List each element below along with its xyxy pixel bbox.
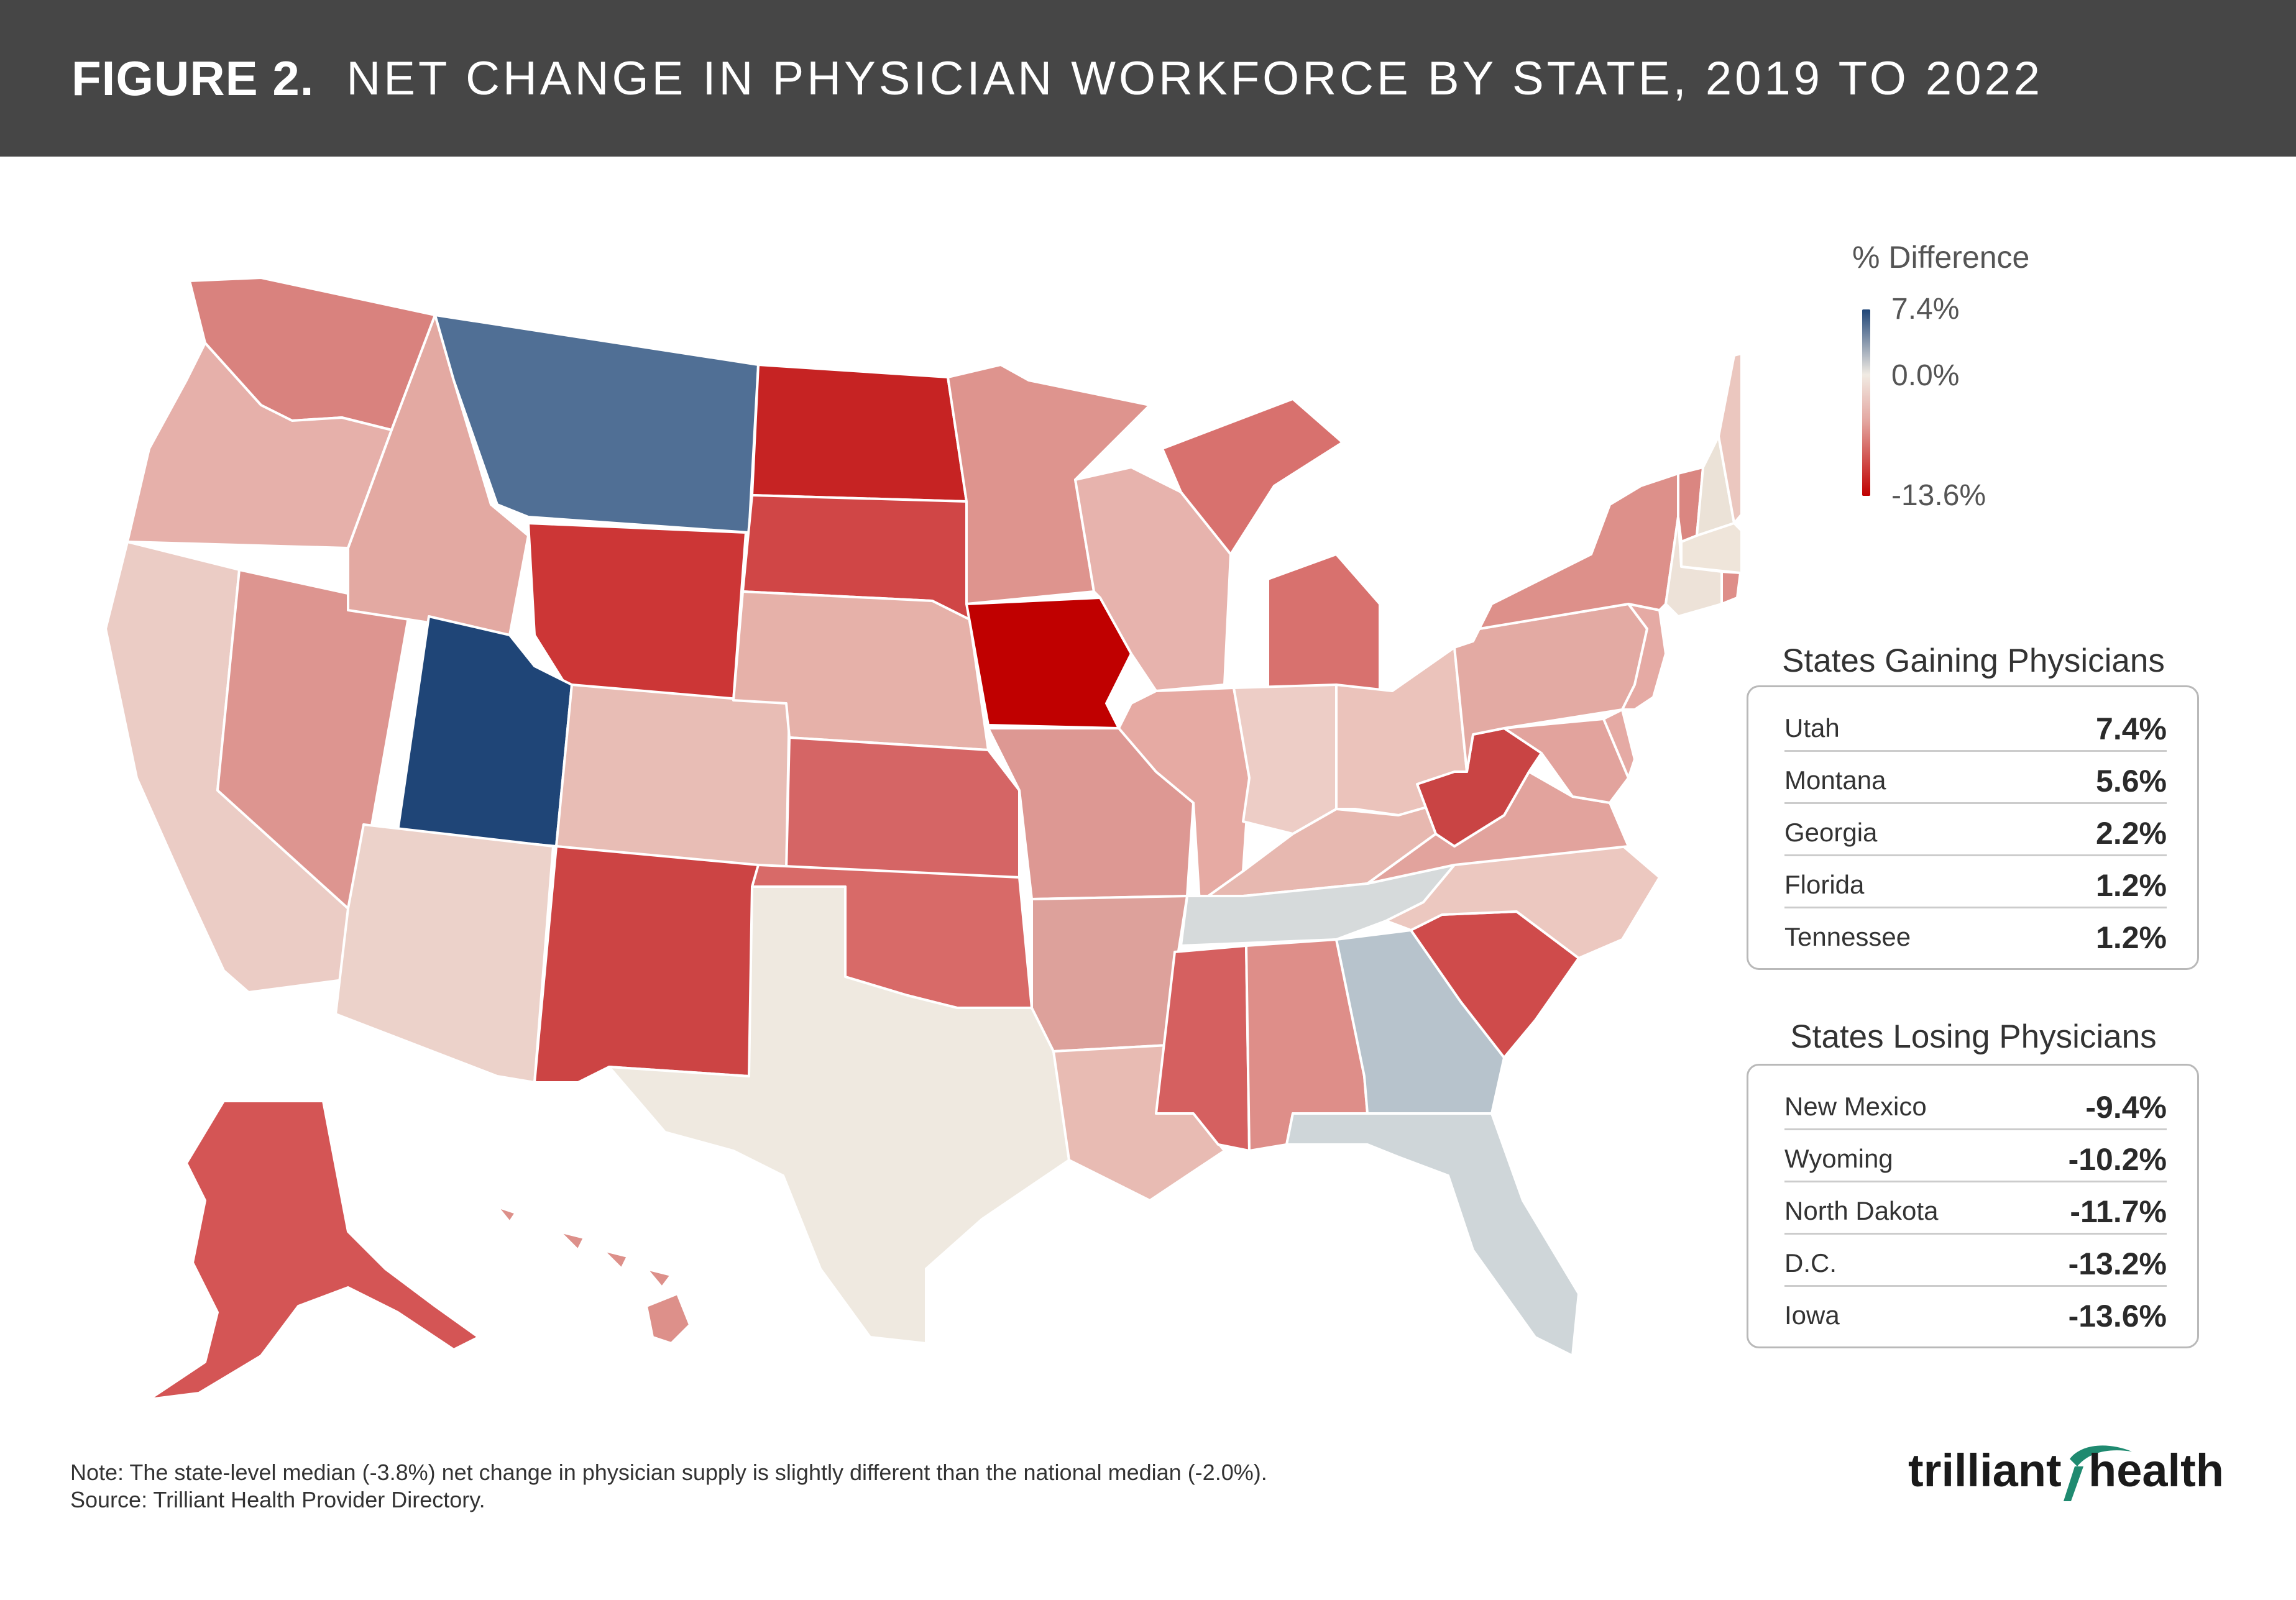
logo-text-left: trilliant: [1908, 1445, 2062, 1496]
state-new-mexico[interactable]: [533, 845, 760, 1084]
state-new-york[interactable]: [1478, 472, 1679, 630]
state-alaska[interactable]: [148, 1100, 480, 1399]
logo-stem-icon: [2064, 1466, 2083, 1501]
footnote-note: Note: The state-level median (-3.8%) net…: [70, 1460, 1267, 1485]
state-arizona[interactable]: [334, 823, 554, 1084]
losing-panel-title: States Losing Physicians: [1790, 1018, 2157, 1055]
table-row: Utah 7.4%: [1784, 700, 2167, 752]
table-row: D.C. -13.2%: [1784, 1235, 2167, 1287]
state-value: 2.2%: [2096, 816, 2167, 851]
state-name: D.C.: [1784, 1248, 1837, 1278]
footnote-source: Source: Trilliant Health Provider Direct…: [70, 1487, 485, 1512]
state-value: 1.2%: [2096, 920, 2167, 955]
us-state-map: [104, 277, 1740, 1399]
table-row: Tennessee 1.2%: [1784, 908, 2167, 961]
state-name: Iowa: [1784, 1301, 1840, 1330]
state-value: 5.6%: [2096, 764, 2167, 798]
state-wisconsin[interactable]: [1074, 466, 1232, 692]
table-row: Georgia 2.2%: [1784, 804, 2167, 856]
table-row: Florida 1.2%: [1784, 856, 2167, 908]
logo-text-right: health: [2088, 1445, 2224, 1496]
state-name: Wyoming: [1784, 1144, 1893, 1173]
state-arkansas[interactable]: [1031, 895, 1188, 1053]
state-name: Florida: [1784, 870, 1865, 899]
table-row: New Mexico -9.4%: [1784, 1078, 2167, 1130]
state-value: 1.2%: [2096, 868, 2167, 903]
state-new-jersey[interactable]: [1621, 603, 1667, 711]
figure-label: FIGURE 2.: [71, 50, 315, 106]
legend-max-label: 7.4%: [1891, 293, 1960, 326]
state-value: -10.2%: [2068, 1142, 2167, 1177]
state-name: New Mexico: [1784, 1092, 1927, 1121]
state-rhode-island[interactable]: [1720, 570, 1740, 605]
state-north-dakota[interactable]: [751, 363, 968, 503]
state-name: Tennessee: [1784, 922, 1911, 951]
gaining-panel: Utah 7.4% Montana 5.6% Georgia 2.2% Flor…: [1747, 685, 2199, 970]
state-value: -11.7%: [2070, 1194, 2167, 1229]
gaining-panel-title: States Gaining Physicians: [1782, 642, 2165, 679]
state-name: Montana: [1784, 766, 1886, 795]
logo-swoosh-icon: [2070, 1445, 2132, 1466]
table-row: Iowa -13.6%: [1784, 1287, 2167, 1339]
state-shapes: [104, 277, 1740, 1399]
state-value: -9.4%: [2085, 1090, 2167, 1125]
state-iowa[interactable]: [965, 597, 1132, 729]
table-row: North Dakota -11.7%: [1784, 1182, 2167, 1235]
state-florida[interactable]: [1285, 1112, 1580, 1357]
state-name: North Dakota: [1784, 1196, 1939, 1225]
state-texas[interactable]: [608, 885, 1070, 1345]
state-name: Georgia: [1784, 818, 1878, 847]
figure-title: NET CHANGE IN PHYSICIAN WORKFORCE BY STA…: [346, 52, 2043, 105]
legend-title: % Difference: [1852, 240, 2030, 275]
state-kansas[interactable]: [785, 736, 1021, 879]
trilliant-health-logo: trilliant health: [1908, 1445, 2224, 1501]
state-name: Utah: [1784, 713, 1840, 743]
table-row: Montana 5.6%: [1784, 752, 2167, 804]
state-hawaii[interactable]: [496, 1205, 691, 1345]
legend-mid-label: 0.0%: [1891, 359, 1960, 392]
state-value: -13.6%: [2068, 1299, 2167, 1333]
legend-color-scale: [1862, 309, 1870, 496]
losing-panel: New Mexico -9.4% Wyoming -10.2% North Da…: [1747, 1064, 2199, 1348]
state-colorado[interactable]: [555, 683, 791, 872]
figure-header: FIGURE 2. NET CHANGE IN PHYSICIAN WORKFO…: [0, 0, 2296, 157]
state-wyoming[interactable]: [527, 522, 747, 702]
state-value: -13.2%: [2068, 1246, 2167, 1281]
state-delaware[interactable]: [1602, 708, 1636, 779]
state-oregon[interactable]: [126, 342, 393, 549]
legend-min-label: -13.6%: [1891, 479, 1986, 512]
table-row: Wyoming -10.2%: [1784, 1130, 2167, 1182]
state-north-carolina[interactable]: [1385, 839, 1661, 959]
state-value: 7.4%: [2096, 711, 2167, 746]
state-indiana[interactable]: [1233, 683, 1338, 835]
